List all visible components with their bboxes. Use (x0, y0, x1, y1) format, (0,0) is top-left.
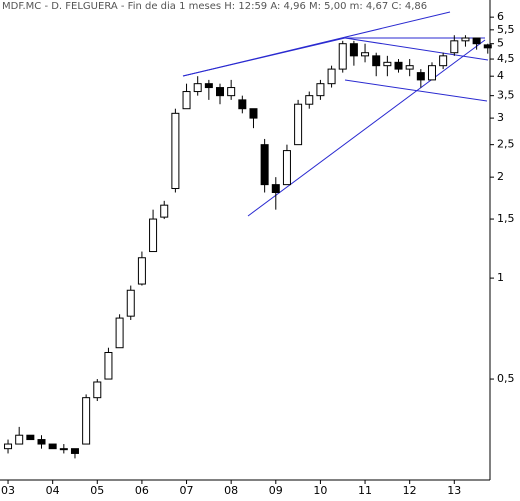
y-tick-label: 6 (497, 10, 504, 23)
y-tick-label: 1 (497, 271, 504, 284)
candle-body (405, 65, 414, 70)
candle-body (59, 448, 68, 451)
candle-body (483, 44, 492, 49)
candle-body (126, 289, 135, 317)
candle-body (439, 55, 448, 67)
candle-body (193, 83, 202, 93)
candle-body (327, 68, 336, 85)
y-tick-label: 4 (497, 69, 504, 82)
candle-body (338, 43, 347, 70)
candle-body (70, 448, 79, 454)
candle-body (461, 37, 470, 42)
x-tick-label: 10 (313, 484, 327, 497)
candle-body (249, 108, 258, 119)
candle-body (305, 95, 314, 105)
candle-body (282, 150, 291, 186)
x-tick-label: 08 (224, 484, 238, 497)
candle-body (48, 443, 57, 450)
candle-body (37, 439, 46, 445)
candle-body (294, 103, 303, 146)
x-tick-label: 05 (90, 484, 104, 497)
y-tick-label: 2 (497, 170, 504, 183)
candle-body (372, 55, 381, 67)
candle-body (450, 40, 459, 54)
candle-body (104, 351, 113, 380)
candle-body (82, 397, 91, 445)
trend-line (344, 79, 488, 102)
candle-body (394, 61, 403, 70)
x-tick-label: 09 (269, 484, 283, 497)
y-tick-label: 5 (497, 37, 504, 50)
candle-body (383, 61, 392, 67)
trend-line (344, 37, 489, 61)
candle-body (216, 87, 225, 97)
candle-body (238, 99, 247, 110)
x-tick-label: 06 (135, 484, 149, 497)
candle-body (171, 112, 180, 190)
candle-body (427, 65, 436, 81)
candle-body (349, 43, 358, 57)
candle-body (4, 443, 13, 450)
candle-body (137, 257, 146, 285)
candle-body (227, 87, 236, 97)
candle-body (182, 91, 191, 110)
y-tick-label: 2,5 (497, 138, 515, 151)
y-tick-label: 1,5 (497, 212, 515, 225)
y-tick-label: 5,5 (497, 23, 515, 36)
x-tick-label: 03 (1, 484, 15, 497)
x-tick-label: 12 (403, 484, 417, 497)
y-tick-label: 3 (497, 111, 504, 124)
y-tick-label: 4,5 (497, 52, 515, 65)
chart-title: MDF.MC - D. FELGUERA - Fin de dia 1 mese… (2, 1, 427, 12)
candle-body (160, 204, 169, 218)
candle-body (93, 381, 102, 399)
candle-body (149, 218, 158, 253)
candle-body (316, 83, 325, 97)
x-tick-label: 07 (180, 484, 194, 497)
title-background (0, 0, 430, 13)
trend-line (182, 11, 451, 77)
candle-body (204, 83, 213, 89)
y-tick-label: 3,5 (497, 89, 515, 102)
candle-body (472, 37, 481, 45)
candle-body (271, 184, 280, 193)
candle-body (361, 52, 370, 57)
y-tick-label: 0,5 (497, 372, 515, 385)
candle-body (26, 434, 35, 441)
candle-body (15, 434, 24, 445)
x-tick-label: 11 (358, 484, 372, 497)
candle-body (416, 72, 425, 81)
candle-body (260, 144, 269, 186)
candle-body (115, 317, 124, 349)
trend-lines (182, 11, 489, 217)
x-tick-label: 04 (46, 484, 60, 497)
x-tick-label: 13 (447, 484, 461, 497)
trend-line (247, 39, 486, 217)
